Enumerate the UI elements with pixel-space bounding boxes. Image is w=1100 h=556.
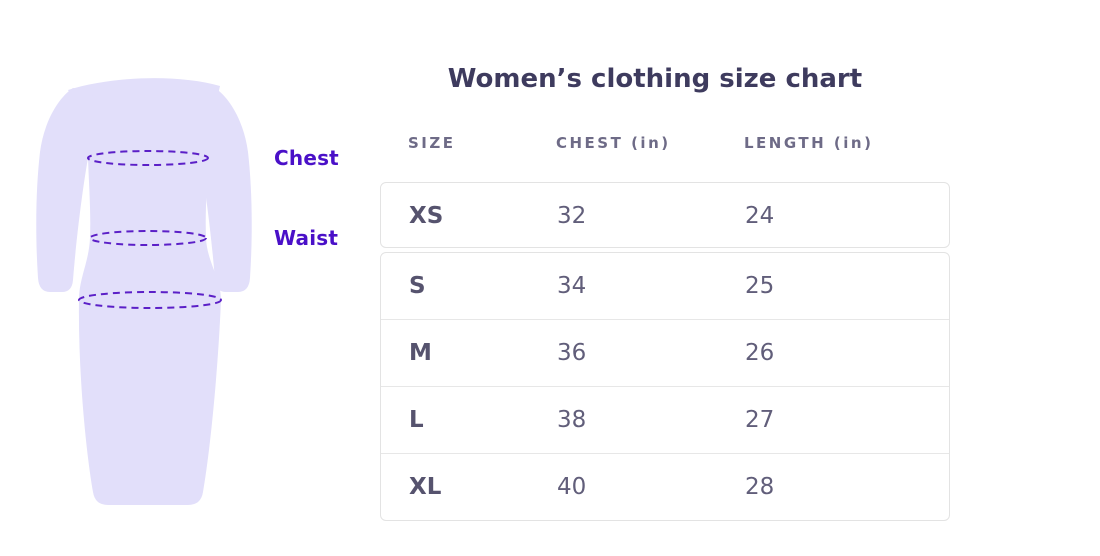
- cell-chest: 34: [557, 273, 587, 299]
- chest-measure-ellipse: [87, 150, 209, 166]
- cell-chest: 40: [557, 474, 587, 500]
- cell-size: L: [409, 407, 424, 433]
- cell-length: 25: [745, 273, 775, 299]
- cell-size: S: [409, 273, 426, 299]
- table-row: L 38 27: [381, 386, 949, 453]
- cell-length: 24: [745, 203, 775, 229]
- header-length: LENGTH (in): [744, 134, 874, 152]
- table-row: XS 32 24: [381, 183, 949, 249]
- cell-chest: 38: [557, 407, 587, 433]
- header-chest: CHEST (in): [556, 134, 671, 152]
- size-table: XS 32 24 S 34 25 M 36 26 L 38 27 XL: [380, 182, 950, 521]
- table-row-xs-box: XS 32 24: [380, 182, 950, 248]
- table-row: M 36 26: [381, 319, 949, 386]
- hip-measure-ellipse: [78, 291, 222, 309]
- cell-length: 26: [745, 340, 775, 366]
- dress-body-shape: [68, 78, 221, 505]
- table-rows-group-box: S 34 25 M 36 26 L 38 27 XL 40 28: [380, 252, 950, 521]
- dress-right-sleeve: [194, 88, 252, 292]
- cell-length: 27: [745, 407, 775, 433]
- waist-measure-ellipse: [89, 230, 207, 246]
- page-title: Women’s clothing size chart: [447, 64, 863, 94]
- cell-chest: 32: [557, 203, 587, 229]
- header-size: SIZE: [408, 134, 456, 152]
- cell-size: M: [409, 340, 432, 366]
- cell-length: 28: [745, 474, 775, 500]
- waist-label: Waist: [274, 226, 339, 250]
- chest-label: Chest: [274, 146, 339, 170]
- dress-illustration: [36, 78, 252, 505]
- cell-chest: 36: [557, 340, 587, 366]
- cell-size: XL: [409, 474, 442, 500]
- table-row: XL 40 28: [381, 453, 949, 520]
- cell-size: XS: [409, 203, 444, 229]
- dress-left-sleeve: [36, 88, 94, 292]
- table-header-row: SIZE CHEST (in) LENGTH (in): [380, 131, 950, 155]
- table-row: S 34 25: [381, 253, 949, 319]
